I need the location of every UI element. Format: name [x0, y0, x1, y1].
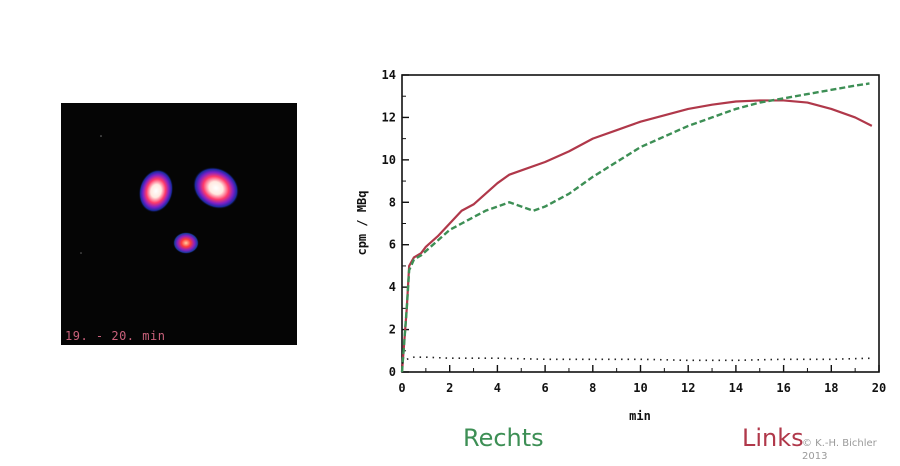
- y-tick-label: 0: [389, 365, 396, 379]
- scan-time-caption: 19. - 20. min: [65, 329, 166, 343]
- series-line-links: [400, 99, 873, 373]
- series-line-rechts: [400, 82, 870, 373]
- x-tick-label: 16: [776, 381, 790, 395]
- x-tick-label: 10: [633, 381, 647, 395]
- x-tick-label: 14: [729, 381, 743, 395]
- y-tick-label: 6: [389, 238, 396, 252]
- x-tick-label: 6: [541, 381, 548, 395]
- series-layer: [400, 82, 873, 373]
- scintigraphy-image: 19. - 20. min: [61, 103, 297, 345]
- left-kidney-hotspot: [192, 166, 240, 210]
- y-tick-label: 14: [382, 68, 396, 82]
- x-tick-label: 12: [681, 381, 695, 395]
- x-tick-label: 2: [446, 381, 453, 395]
- y-tick-label: 10: [382, 153, 396, 167]
- x-tick-label: 18: [824, 381, 838, 395]
- legend-rechts: Rechts: [463, 424, 544, 452]
- copyright-notice: © K.-H. Bichler 2013: [802, 438, 877, 462]
- x-tick-label: 8: [589, 381, 596, 395]
- legend-links: Links: [742, 424, 804, 452]
- x-axis-ticks: 0 2 4 6 8 10 12 14 16 18 20: [398, 365, 886, 395]
- y-tick-label: 8: [389, 195, 396, 209]
- y-tick-label: 12: [382, 110, 396, 124]
- x-tick-label: 4: [494, 381, 501, 395]
- bladder-hotspot: [173, 232, 199, 254]
- y-axis-title: cpm / MBq: [355, 190, 369, 255]
- series-line-background: [401, 356, 872, 365]
- y-tick-label: 2: [389, 323, 396, 337]
- plot-frame: [401, 74, 880, 373]
- y-tick-label: 4: [389, 280, 396, 294]
- x-tick-label: 0: [398, 381, 405, 395]
- y-axis-ticks: 0 2 4 6 8 10 12 14: [382, 68, 409, 379]
- x-axis-title: min: [629, 409, 651, 423]
- scintigraphy-hotspots: [80, 135, 240, 254]
- right-kidney-hotspot: [138, 169, 174, 213]
- x-tick-label: 20: [872, 381, 886, 395]
